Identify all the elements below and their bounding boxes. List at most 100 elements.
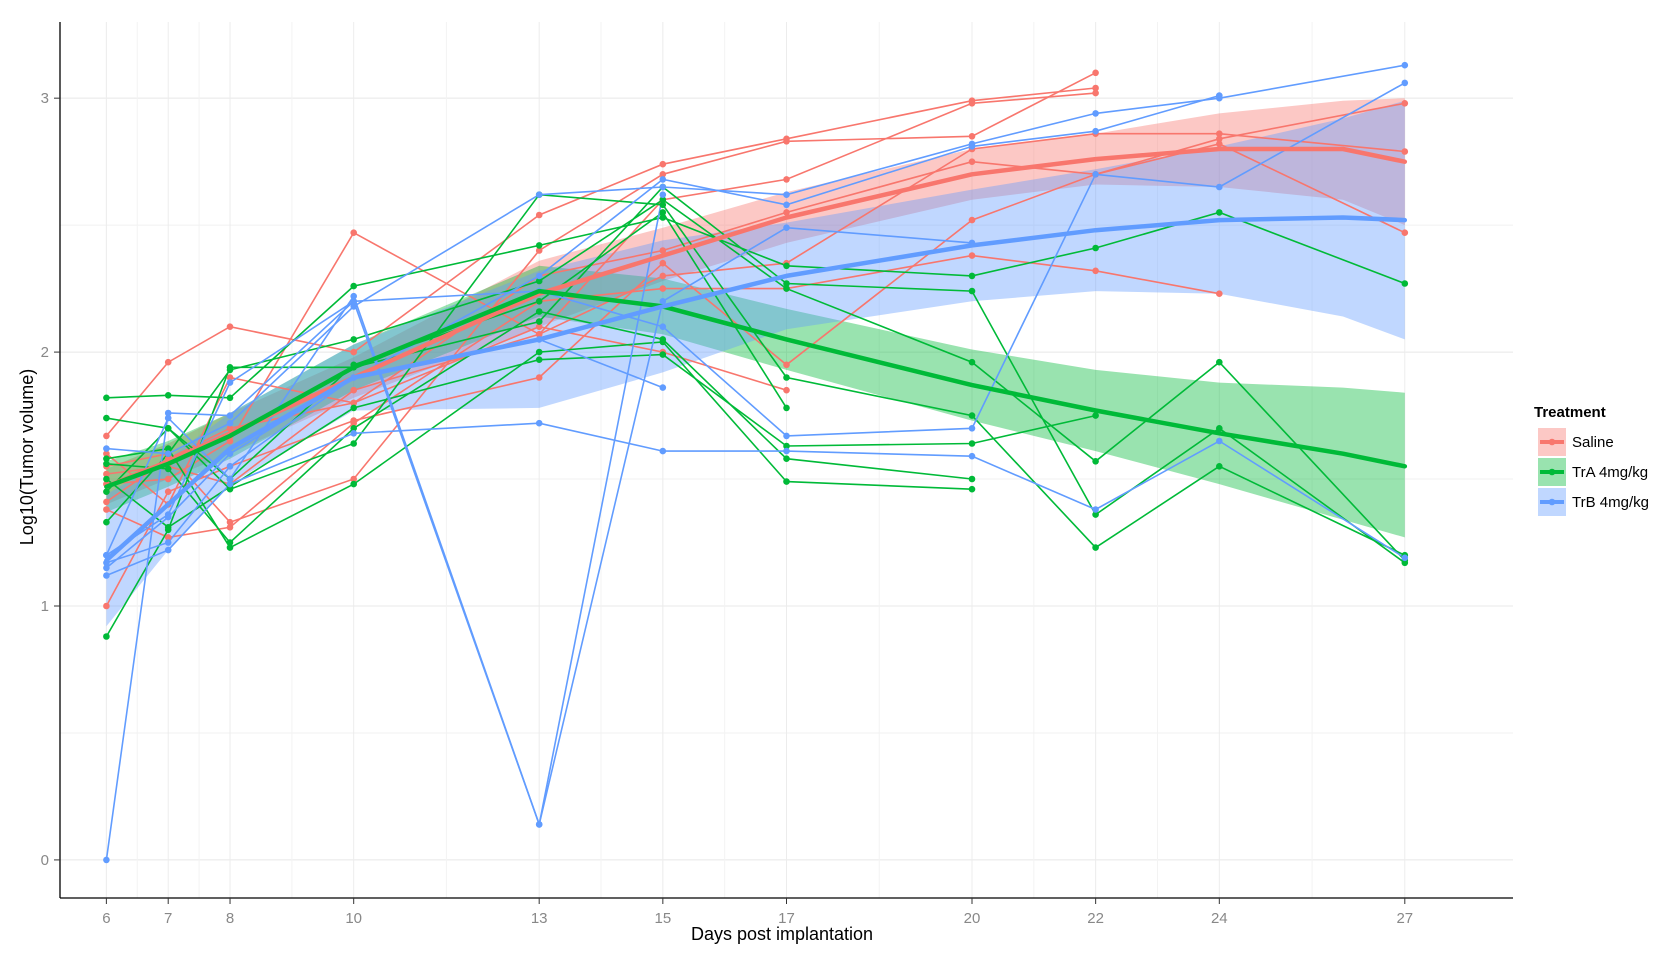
data-point-saline xyxy=(535,331,543,338)
data-point-trb-4mg-kg xyxy=(164,409,172,417)
x-tick-label: 10 xyxy=(345,910,362,927)
data-point-saline xyxy=(1401,229,1409,236)
data-point-saline xyxy=(659,247,667,254)
data-point-trb-4mg-kg xyxy=(1401,79,1409,87)
data-point-tra-4mg-kg xyxy=(535,356,543,364)
data-point-trb-4mg-kg xyxy=(164,450,172,458)
data-point-trb-4mg-kg xyxy=(1092,506,1099,513)
data-point-saline xyxy=(1401,100,1409,107)
series-line-tra-4mg-kg-6 xyxy=(106,341,973,549)
data-point-tra-4mg-kg xyxy=(968,475,976,483)
data-point-saline xyxy=(103,450,110,458)
data-point-saline xyxy=(226,323,234,331)
data-point-tra-4mg-kg xyxy=(226,539,234,546)
data-point-trb-4mg-kg xyxy=(164,539,172,546)
data-point-tra-4mg-kg xyxy=(783,285,790,292)
data-point-saline xyxy=(783,138,790,145)
x-tick-label: 8 xyxy=(226,910,234,927)
x-tick-label: 13 xyxy=(531,910,548,927)
data-point-tra-4mg-kg xyxy=(350,425,358,432)
x-tick-label: 15 xyxy=(654,910,671,927)
data-point-trb-4mg-kg xyxy=(1092,110,1099,117)
data-point-trb-4mg-kg xyxy=(659,323,667,331)
y-tick-label: 2 xyxy=(41,344,49,361)
data-point-saline xyxy=(535,323,543,331)
data-point-saline xyxy=(783,386,790,394)
data-point-tra-4mg-kg xyxy=(783,262,790,270)
data-point-saline xyxy=(1216,130,1223,137)
data-point-saline xyxy=(164,358,172,366)
data-point-trb-4mg-kg xyxy=(968,425,976,432)
data-point-saline xyxy=(164,488,172,496)
data-point-saline xyxy=(164,534,172,541)
legend-label-saline: Saline xyxy=(1572,434,1614,451)
series-line-trb-4mg-kg-5 xyxy=(105,94,1220,569)
data-point-saline xyxy=(659,160,667,168)
data-point-tra-4mg-kg xyxy=(783,442,790,450)
individual-points xyxy=(103,61,1409,864)
data-point-trb-4mg-kg xyxy=(350,292,358,300)
x-tick-label: 24 xyxy=(1211,910,1228,927)
data-point-tra-4mg-kg xyxy=(350,440,358,447)
x-tick-label: 17 xyxy=(778,910,795,927)
data-point-tra-4mg-kg xyxy=(1092,412,1099,419)
data-point-trb-4mg-kg xyxy=(659,447,667,455)
data-point-tra-4mg-kg xyxy=(659,196,667,203)
data-point-saline xyxy=(783,209,790,216)
series-line-saline-4 xyxy=(106,254,1220,539)
series-line-trb-4mg-kg-6 xyxy=(105,226,973,828)
data-point-saline xyxy=(350,229,358,236)
data-point-saline xyxy=(350,475,358,483)
data-point-trb-4mg-kg xyxy=(103,856,110,864)
data-point-trb-4mg-kg xyxy=(535,191,543,198)
data-point-tra-4mg-kg xyxy=(535,298,543,305)
data-point-saline xyxy=(535,374,543,381)
data-point-saline xyxy=(350,348,358,356)
data-point-tra-4mg-kg xyxy=(968,485,976,493)
data-point-tra-4mg-kg xyxy=(1092,511,1099,518)
data-point-tra-4mg-kg xyxy=(350,336,358,343)
data-point-tra-4mg-kg xyxy=(103,518,110,526)
data-point-tra-4mg-kg xyxy=(164,524,172,531)
data-point-trb-4mg-kg xyxy=(783,191,790,198)
data-point-tra-4mg-kg xyxy=(103,475,110,483)
data-point-tra-4mg-kg xyxy=(103,488,110,496)
data-point-saline xyxy=(783,361,790,369)
confidence-band-trb-4mg-kg xyxy=(106,100,1405,627)
data-point-saline xyxy=(350,399,358,407)
data-point-saline xyxy=(164,475,172,483)
smooth-lines xyxy=(104,146,1408,563)
legend: Treatment Saline TrA 4mg/kg TrB 4mg/kg xyxy=(1534,404,1649,516)
data-point-saline xyxy=(226,437,234,445)
data-point-tra-4mg-kg xyxy=(1216,425,1223,432)
series-line-trb-4mg-kg-1 xyxy=(105,194,664,861)
data-point-tra-4mg-kg xyxy=(783,404,790,412)
y-tick-label: 1 xyxy=(41,598,49,615)
data-point-saline xyxy=(968,216,976,224)
axes: 6 7 8 10 13 15 17 20 22 24 27 0 1 2 3 xyxy=(41,22,1513,927)
data-point-saline xyxy=(1216,290,1223,298)
data-point-saline xyxy=(350,417,358,424)
data-point-trb-4mg-kg xyxy=(226,379,234,386)
data-point-tra-4mg-kg xyxy=(103,455,110,463)
data-point-saline xyxy=(1401,148,1409,155)
data-point-saline xyxy=(103,470,110,478)
data-point-tra-4mg-kg xyxy=(103,460,110,468)
data-point-trb-4mg-kg xyxy=(783,447,790,455)
y-tick-label: 3 xyxy=(41,90,49,107)
x-tick-label: 7 xyxy=(164,910,172,927)
legend-title: Treatment xyxy=(1534,404,1606,421)
data-point-tra-4mg-kg xyxy=(350,282,358,290)
data-point-saline xyxy=(103,506,110,513)
data-point-tra-4mg-kg xyxy=(535,242,543,249)
data-point-tra-4mg-kg xyxy=(164,445,172,452)
data-point-trb-4mg-kg xyxy=(783,201,790,209)
data-point-trb-4mg-kg xyxy=(1216,183,1223,191)
data-point-tra-4mg-kg xyxy=(659,201,667,209)
data-point-saline xyxy=(103,498,110,506)
legend-label-trb-4mg-kg: TrB 4mg/kg xyxy=(1572,494,1649,511)
data-point-saline xyxy=(226,425,234,432)
data-point-trb-4mg-kg xyxy=(164,546,172,554)
data-point-trb-4mg-kg xyxy=(659,176,667,183)
